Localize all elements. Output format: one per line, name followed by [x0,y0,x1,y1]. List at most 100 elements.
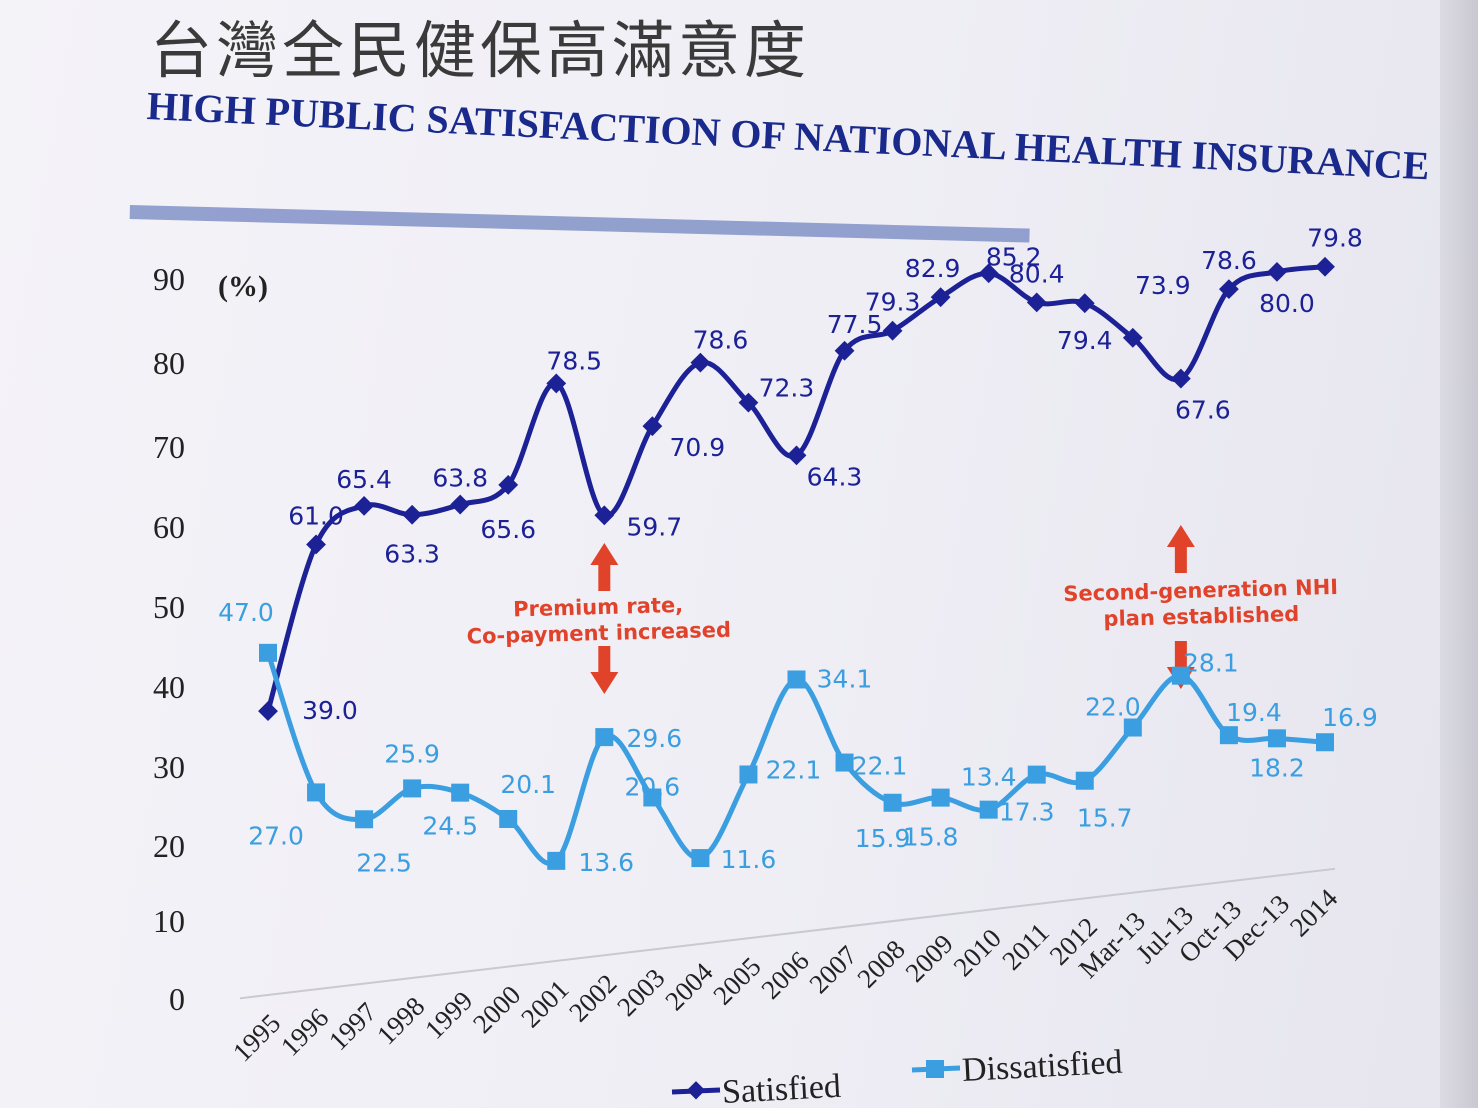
satisfied-point [1026,292,1047,313]
dissatisfied-point [787,670,806,689]
y-tick-label: 90 [153,261,185,297]
dissatisfied-point [883,793,902,812]
data-label: 22.0 [1085,693,1141,722]
data-label: 18.2 [1249,753,1305,782]
dissatisfied-point [451,783,470,802]
satisfied-point [642,416,663,437]
satisfied-point [690,352,711,373]
dissatisfied-point [259,643,277,662]
satisfied-point [498,474,519,495]
data-label: 73.9 [1135,271,1191,300]
data-label: 20.1 [500,770,556,799]
dissatisfied-point [1316,733,1334,752]
dissatisfied-point [979,800,998,819]
satisfied-point [930,287,951,308]
annotation-text: Co-payment increased [466,618,731,649]
dissatisfied-point [1219,726,1238,745]
dissatisfied-point [739,765,758,784]
data-label: 65.6 [480,515,536,544]
satisfied-point [546,373,567,394]
data-label: 47.0 [218,598,274,627]
data-label: 79.4 [1057,326,1113,355]
satisfied-point [1122,327,1143,348]
satisfied-point [1267,262,1287,282]
data-label: 79.8 [1307,224,1363,253]
data-label: 15.7 [1077,804,1133,833]
dissatisfied-point [691,849,710,868]
satisfied-point [882,320,903,341]
data-label: 15.9 [855,824,911,853]
dissatisfied-point [1075,771,1094,790]
chinese-title: 台灣全民健保高滿意度 [150,14,811,87]
data-label: 65.4 [336,465,392,494]
satisfied-point [978,263,999,284]
dissatisfied-point [1267,729,1286,748]
data-label: 28.1 [1183,649,1239,678]
data-label: 82.9 [905,254,961,283]
data-label: 25.9 [384,739,440,768]
satisfied-point [834,340,855,361]
satisfied-point [738,392,759,413]
data-label: 67.6 [1175,396,1231,425]
annotation-text: plan established [1103,602,1299,631]
dissatisfied-point [1027,765,1046,784]
data-label: 17.3 [999,798,1055,827]
dissatisfied-point [1171,666,1190,685]
data-label: 78.6 [1201,246,1257,275]
data-label: 16.9 [1322,703,1378,732]
legend-swatch-marker [686,1081,706,1100]
axis-group: 0102030405060708090199519961997199819992… [153,261,1344,1067]
dissatisfied-point [931,788,950,807]
data-label: 24.5 [422,812,478,841]
legend: Satisfied Dissatisfied [671,1044,1123,1108]
annotation-up-arrow [590,543,619,591]
satisfied-point [594,505,615,526]
y-tick-label: 70 [153,429,185,465]
dissatisfied-point [307,783,326,802]
y-axis-unit-label: (%) [218,270,268,303]
y-tick-label: 20 [153,828,185,864]
data-label: 22.1 [766,755,822,784]
data-label: 63.8 [432,464,488,493]
data-label: 80.4 [1009,259,1065,288]
annotation-up-arrow [1166,525,1195,573]
satisfied-point [1315,256,1335,277]
data-label: 27.0 [248,821,304,850]
data-label: 29.6 [626,724,682,753]
satisfied-point [306,534,326,555]
data-label: 39.0 [302,696,358,725]
satisfied-point [1170,368,1191,389]
y-tick-label: 60 [153,509,185,545]
screen-edge [1440,0,1478,1108]
annotation-text: Premium rate, [513,593,684,621]
y-tick-label: 30 [153,749,185,785]
satisfied-point [1074,293,1095,314]
data-label: 63.3 [384,540,440,569]
satisfied-point [786,445,807,466]
data-label: 15.8 [903,823,959,852]
data-label: 13.4 [961,763,1017,792]
data-label: 20.6 [625,772,681,801]
data-label: 13.6 [578,848,634,877]
dissatisfied-point [643,788,662,807]
y-tick-label: 0 [169,981,185,1017]
data-label: 85.2 [986,242,1042,271]
data-label: 61.0 [288,501,344,530]
satisfied-point [258,701,278,721]
dissatisfied-point [355,810,374,829]
data-label: 19.4 [1226,698,1282,727]
data-label: 59.7 [626,512,682,541]
data-label: 34.1 [817,664,873,693]
legend-label: Dissatisfied [961,1044,1123,1089]
dissatisfied-point [403,779,422,798]
y-tick-label: 10 [153,903,185,939]
data-label: 64.3 [807,462,863,491]
data-label: 22.1 [852,752,908,781]
series-group: 39.0 61.0 65.4 63.3 63.8 65.6 78.5 59.7 70.9 78.6… [218,224,1378,878]
dissatisfied-point [499,809,518,828]
data-label: 72.3 [759,374,815,403]
satisfied-point [1219,279,1239,300]
annotation-down-arrow [590,646,619,694]
